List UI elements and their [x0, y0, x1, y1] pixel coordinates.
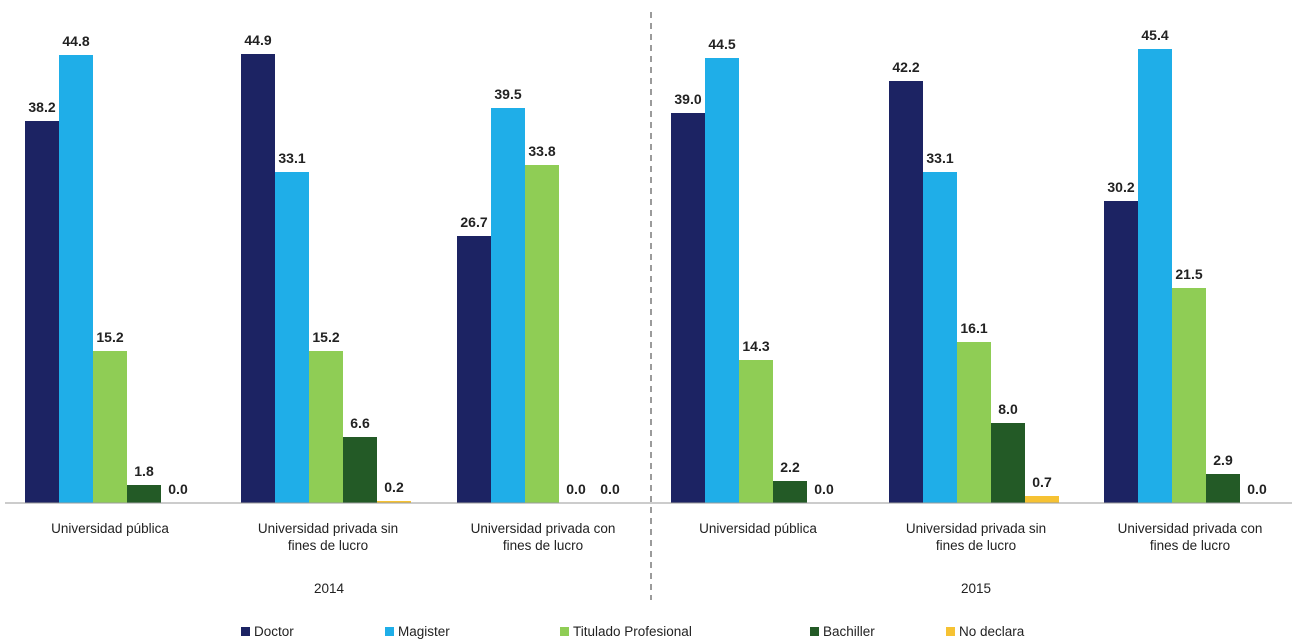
- bar-3-5: [957, 342, 991, 503]
- value-label-3-3: 33.8: [528, 143, 555, 159]
- category-label-5-line-2: fines de lucro: [936, 538, 1016, 553]
- legend-swatch-2: [385, 627, 394, 636]
- value-label-2-3: 39.5: [494, 86, 521, 102]
- bar-2-4: [705, 58, 739, 503]
- bar-3-1: [93, 351, 127, 503]
- category-label-6-line-2: fines de lucro: [1150, 538, 1230, 553]
- value-label-2-5: 33.1: [926, 150, 953, 166]
- category-label-5-line-1: Universidad privada sin: [906, 521, 1046, 536]
- legend-swatch-1: [241, 627, 250, 636]
- value-label-4-3: 0.0: [566, 481, 586, 497]
- bar-2-6: [1138, 49, 1172, 503]
- year-label-2015: 2015: [961, 581, 991, 596]
- bar-5-5: [1025, 496, 1059, 503]
- value-label-5-5: 0.7: [1032, 474, 1052, 490]
- bar-1-1: [25, 121, 59, 503]
- bar-1-6: [1104, 201, 1138, 503]
- value-label-3-1: 15.2: [96, 329, 123, 345]
- legend-label-2: Magister: [398, 624, 450, 639]
- bar-1-4: [671, 113, 705, 503]
- value-label-3-5: 16.1: [960, 320, 987, 336]
- legend-swatch-4: [810, 627, 819, 636]
- value-label-4-2: 6.6: [350, 415, 370, 431]
- bar-4-5: [991, 423, 1025, 503]
- bar-1-5: [889, 81, 923, 503]
- value-labels-layer: 38.2 44.9 26.7 39.0 42.2 30.2 44.8 33.1 39.5 44.5…: [28, 27, 1267, 497]
- category-label-3-line-2: fines de lucro: [503, 538, 583, 553]
- bar-3-3: [525, 165, 559, 503]
- bar-2-5: [923, 172, 957, 503]
- value-label-1-6: 30.2: [1107, 179, 1134, 195]
- bar-1-3: [457, 236, 491, 503]
- value-label-4-5: 8.0: [998, 401, 1018, 417]
- bar-1-2: [241, 54, 275, 503]
- value-label-5-2: 0.2: [384, 479, 404, 495]
- legend-label-1: Doctor: [254, 624, 294, 639]
- category-label-4-line-1: Universidad pública: [699, 521, 817, 536]
- bar-4-2: [343, 437, 377, 503]
- value-label-4-6: 2.9: [1213, 452, 1233, 468]
- bar-2-3: [491, 108, 525, 503]
- value-label-4-1: 1.8: [134, 463, 154, 479]
- category-label-2-line-2: fines de lucro: [288, 538, 368, 553]
- year-labels-layer: 2014 2015: [314, 581, 991, 596]
- category-label-6-line-1: Universidad privada con: [1118, 521, 1263, 536]
- value-label-2-4: 44.5: [708, 36, 735, 52]
- value-label-1-2: 44.9: [244, 32, 271, 48]
- bar-2-1: [59, 55, 93, 503]
- category-label-3-line-1: Universidad privada con: [471, 521, 616, 536]
- value-label-5-1: 0.0: [168, 481, 188, 497]
- legend: Doctor Magister Titulado Profesional Bachil…: [241, 624, 1025, 639]
- category-label-2-line-1: Universidad privada sin: [258, 521, 398, 536]
- bar-3-4: [739, 360, 773, 503]
- bar-4-1: [127, 485, 161, 503]
- bar-4-6: [1206, 474, 1240, 503]
- value-label-3-4: 14.3: [742, 338, 769, 354]
- value-label-5-4: 0.0: [814, 481, 834, 497]
- legend-label-3: Titulado Profesional: [573, 624, 692, 639]
- legend-label-5: No declara: [959, 624, 1025, 639]
- value-label-5-6: 0.0: [1247, 481, 1267, 497]
- legend-swatch-5: [946, 627, 955, 636]
- bar-4-4: [773, 481, 807, 503]
- bar-2-2: [275, 172, 309, 503]
- bar-5-2: [377, 501, 411, 503]
- bar-3-2: [309, 351, 343, 503]
- value-label-3-2: 15.2: [312, 329, 339, 345]
- value-label-1-5: 42.2: [892, 59, 919, 75]
- value-label-3-6: 21.5: [1175, 266, 1202, 282]
- category-labels-layer: Universidad pública Universidad privada s…: [51, 521, 1262, 553]
- value-label-2-6: 45.4: [1141, 27, 1168, 43]
- value-label-2-1: 44.8: [62, 33, 89, 49]
- bars-layer: [25, 49, 1240, 503]
- year-label-2014: 2014: [314, 581, 345, 596]
- value-label-5-3: 0.0: [600, 481, 620, 497]
- legend-label-4: Bachiller: [823, 624, 875, 639]
- value-label-1-4: 39.0: [674, 91, 701, 107]
- value-label-4-4: 2.2: [780, 459, 800, 475]
- category-label-1-line-1: Universidad pública: [51, 521, 169, 536]
- value-label-1-3: 26.7: [460, 214, 487, 230]
- legend-swatch-3: [560, 627, 569, 636]
- bar-3-6: [1172, 288, 1206, 503]
- value-label-2-2: 33.1: [278, 150, 305, 166]
- value-label-1-1: 38.2: [28, 99, 55, 115]
